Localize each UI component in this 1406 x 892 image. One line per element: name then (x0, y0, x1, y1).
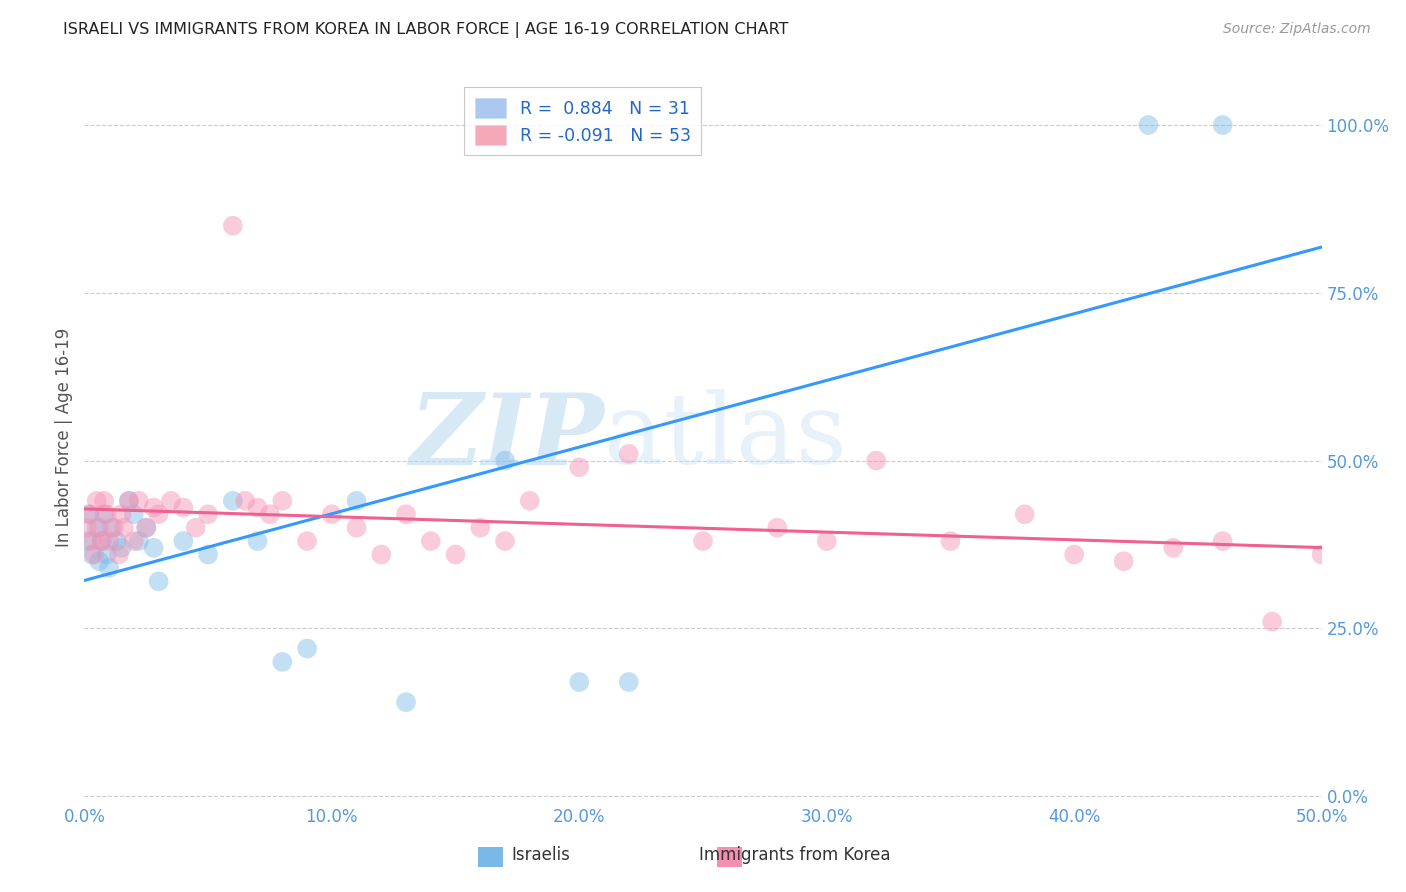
Point (222, 493, 245, 508)
Point (135, 521, 157, 535)
Point (96, 508, 118, 522)
Point (1212, 118, 1234, 132)
Point (233, 493, 256, 508)
Point (96, 548, 118, 562)
Point (815, 534, 838, 549)
Point (617, 447, 640, 461)
Point (1014, 508, 1036, 522)
Point (122, 508, 145, 522)
Point (246, 534, 269, 549)
Point (76, 521, 98, 535)
Point (259, 508, 281, 522)
Point (939, 534, 962, 549)
Point (110, 541, 132, 555)
Point (1161, 541, 1184, 555)
Point (108, 548, 131, 562)
Point (246, 500, 269, 515)
Point (568, 675, 591, 690)
Point (128, 493, 150, 508)
Point (79, 508, 101, 522)
Point (135, 521, 157, 535)
Point (1063, 548, 1085, 562)
Point (395, 508, 418, 522)
Point (692, 534, 714, 549)
Point (184, 521, 207, 535)
Point (494, 534, 516, 549)
Point (568, 460, 591, 475)
Point (395, 695, 418, 709)
Text: atlas: atlas (605, 389, 846, 485)
Point (100, 521, 122, 535)
Point (148, 574, 170, 589)
Text: Source: ZipAtlas.com: Source: ZipAtlas.com (1223, 22, 1371, 37)
Point (1212, 534, 1234, 549)
Point (142, 541, 165, 555)
Point (519, 493, 541, 508)
Point (148, 508, 170, 522)
Point (93, 493, 115, 508)
Point (370, 548, 392, 562)
Point (128, 534, 150, 549)
Point (118, 493, 141, 508)
Point (321, 508, 343, 522)
Point (444, 548, 467, 562)
Point (142, 500, 165, 515)
Point (419, 534, 441, 549)
Point (86, 493, 108, 508)
Point (494, 453, 516, 467)
Point (617, 675, 640, 690)
Point (295, 641, 318, 656)
Point (83, 548, 105, 562)
Point (197, 508, 219, 522)
Point (89, 554, 111, 568)
Point (271, 655, 294, 669)
Point (110, 508, 132, 522)
Point (222, 219, 245, 233)
Point (1261, 615, 1284, 629)
Point (118, 493, 141, 508)
Point (1112, 554, 1135, 568)
Text: ZIP: ZIP (409, 389, 605, 485)
Text: Israelis: Israelis (512, 846, 571, 863)
Legend: R =  0.884   N = 31, R = -0.091   N = 53: R = 0.884 N = 31, R = -0.091 N = 53 (464, 87, 702, 155)
Point (295, 534, 318, 549)
Point (1137, 118, 1160, 132)
Point (80, 534, 103, 549)
Text: Immigrants from Korea: Immigrants from Korea (699, 846, 890, 863)
Text: ISRAELI VS IMMIGRANTS FROM KOREA IN LABOR FORCE | AGE 16-19 CORRELATION CHART: ISRAELI VS IMMIGRANTS FROM KOREA IN LABO… (63, 22, 789, 38)
Y-axis label: In Labor Force | Age 16-19: In Labor Force | Age 16-19 (55, 327, 73, 547)
Point (105, 534, 128, 549)
Point (470, 521, 492, 535)
Point (122, 534, 145, 549)
Point (271, 493, 294, 508)
Point (172, 534, 194, 549)
Point (90, 534, 112, 549)
Point (76, 534, 98, 549)
Point (1310, 548, 1333, 562)
Point (160, 493, 183, 508)
Point (112, 521, 135, 535)
Point (86, 521, 108, 535)
Point (346, 521, 368, 535)
Point (93, 508, 115, 522)
Point (80, 548, 103, 562)
Point (89, 521, 111, 535)
Point (103, 521, 125, 535)
Point (79, 508, 101, 522)
Point (98, 561, 121, 575)
Point (98, 534, 121, 549)
Point (90, 534, 112, 549)
Point (766, 521, 789, 535)
Point (346, 493, 368, 508)
Point (172, 500, 194, 515)
Point (865, 453, 887, 467)
Point (197, 548, 219, 562)
